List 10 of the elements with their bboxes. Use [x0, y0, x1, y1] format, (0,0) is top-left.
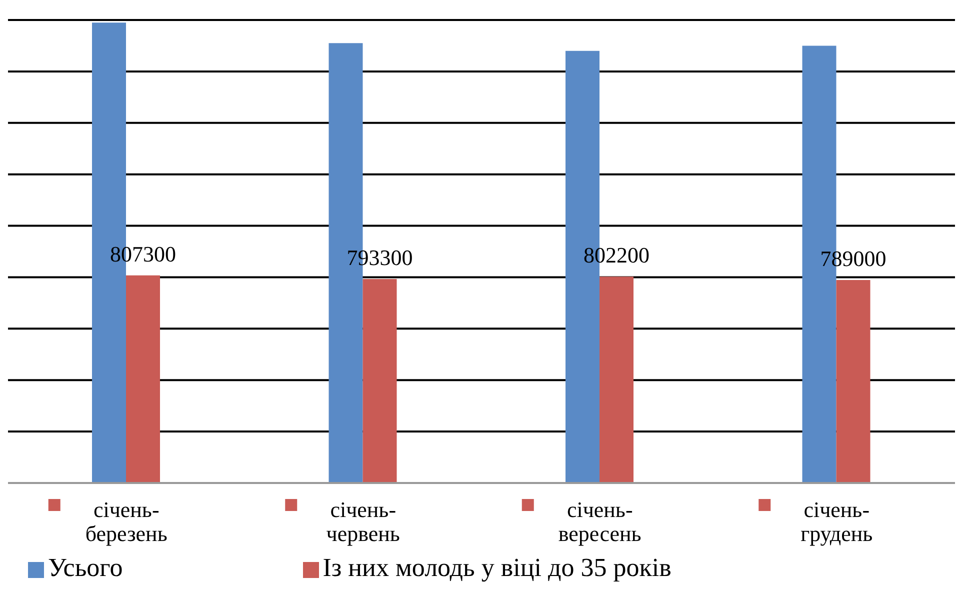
- bar: [362, 278, 397, 483]
- x-tick-label: січень-червень: [326, 497, 400, 546]
- x-tick-label: січень-вересень: [558, 497, 642, 546]
- bar: [126, 275, 160, 483]
- x-tick-label: січень-грудень: [800, 497, 873, 546]
- legend-label: Із них молодь у віці до 35 років: [322, 553, 672, 582]
- bar: [600, 276, 634, 483]
- legend-label: Усього: [48, 553, 123, 582]
- x-tick-label: січень-березень: [85, 497, 168, 546]
- bar: [836, 280, 870, 483]
